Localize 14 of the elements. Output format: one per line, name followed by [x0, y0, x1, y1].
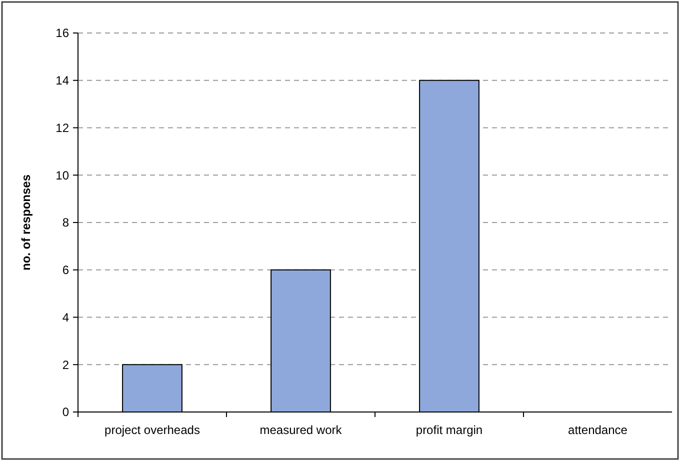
y-tick-label: 12 [56, 120, 70, 135]
y-tick-label: 2 [62, 358, 70, 372]
y-tick-label: 10 [56, 168, 70, 182]
y-tick-label: 0 [62, 405, 70, 420]
y-tick-label: 6 [62, 263, 70, 278]
y-tick-label: 8 [62, 216, 70, 230]
y-axis-title: no. of responses [19, 174, 33, 271]
x-tick-label: profit margin [416, 423, 483, 437]
y-tick-label: 16 [56, 26, 70, 40]
x-tick-label: attendance [568, 423, 628, 437]
y-tick-label: 4 [62, 310, 70, 324]
x-tick-label: measured work [260, 423, 343, 437]
y-tick-label: 14 [56, 74, 70, 88]
x-tick-label: project overheads [104, 423, 200, 437]
